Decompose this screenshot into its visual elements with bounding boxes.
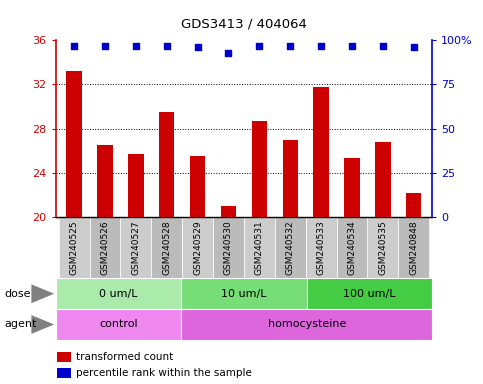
Bar (57, 368, 71, 378)
Text: GSM240527: GSM240527 (131, 220, 141, 275)
Polygon shape (31, 315, 54, 334)
Point (132, 43, 140, 49)
Bar (97, 145, 113, 217)
Bar (66, 71, 82, 217)
Bar (368, 217, 398, 278)
Point (379, 43, 387, 49)
Bar (221, 206, 236, 217)
Bar (56, 278, 181, 309)
Bar (283, 140, 298, 217)
Text: dose: dose (5, 289, 31, 299)
Text: agent: agent (5, 319, 37, 329)
Text: control: control (99, 319, 138, 329)
Point (348, 43, 356, 49)
Bar (190, 156, 205, 217)
Point (317, 43, 325, 49)
Bar (337, 217, 368, 278)
Point (101, 43, 109, 49)
Text: GSM240529: GSM240529 (193, 220, 202, 275)
Bar (398, 217, 429, 278)
Text: 10 um/L: 10 um/L (221, 289, 267, 299)
Text: percentile rank within the sample: percentile rank within the sample (76, 368, 252, 378)
Text: GSM240526: GSM240526 (100, 220, 110, 275)
Bar (57, 352, 71, 362)
Bar (58, 217, 89, 278)
Point (256, 43, 263, 49)
Bar (120, 217, 151, 278)
Bar (306, 217, 337, 278)
Bar (406, 193, 422, 217)
Bar (344, 159, 360, 217)
Point (410, 44, 418, 50)
Bar (275, 217, 306, 278)
Text: GSM240528: GSM240528 (162, 220, 171, 275)
Text: GSM240531: GSM240531 (255, 220, 264, 275)
Text: GSM240530: GSM240530 (224, 220, 233, 275)
Point (225, 50, 232, 56)
Text: GSM240532: GSM240532 (286, 220, 295, 275)
Point (194, 44, 201, 50)
Text: GSM240848: GSM240848 (409, 220, 418, 275)
Bar (159, 112, 174, 217)
Text: 100 um/L: 100 um/L (343, 289, 396, 299)
Bar (89, 217, 120, 278)
Bar (128, 154, 143, 217)
Text: GSM240533: GSM240533 (317, 220, 326, 275)
Text: homocysteine: homocysteine (268, 319, 346, 329)
Bar (252, 121, 267, 217)
Text: transformed count: transformed count (76, 352, 173, 362)
Text: GSM240534: GSM240534 (347, 220, 356, 275)
Bar (244, 217, 275, 278)
Polygon shape (31, 284, 54, 303)
Bar (181, 278, 307, 309)
Point (163, 43, 170, 49)
Bar (313, 87, 329, 217)
Bar (307, 278, 432, 309)
Text: GSM240525: GSM240525 (70, 220, 79, 275)
Bar (182, 217, 213, 278)
Point (286, 43, 294, 49)
Bar (56, 309, 181, 340)
Text: GSM240535: GSM240535 (378, 220, 387, 275)
Text: 0 um/L: 0 um/L (99, 289, 138, 299)
Bar (151, 217, 182, 278)
Text: GDS3413 / 404064: GDS3413 / 404064 (181, 17, 307, 30)
Bar (213, 217, 244, 278)
Bar (181, 309, 432, 340)
Bar (375, 142, 391, 217)
Point (70, 43, 78, 49)
